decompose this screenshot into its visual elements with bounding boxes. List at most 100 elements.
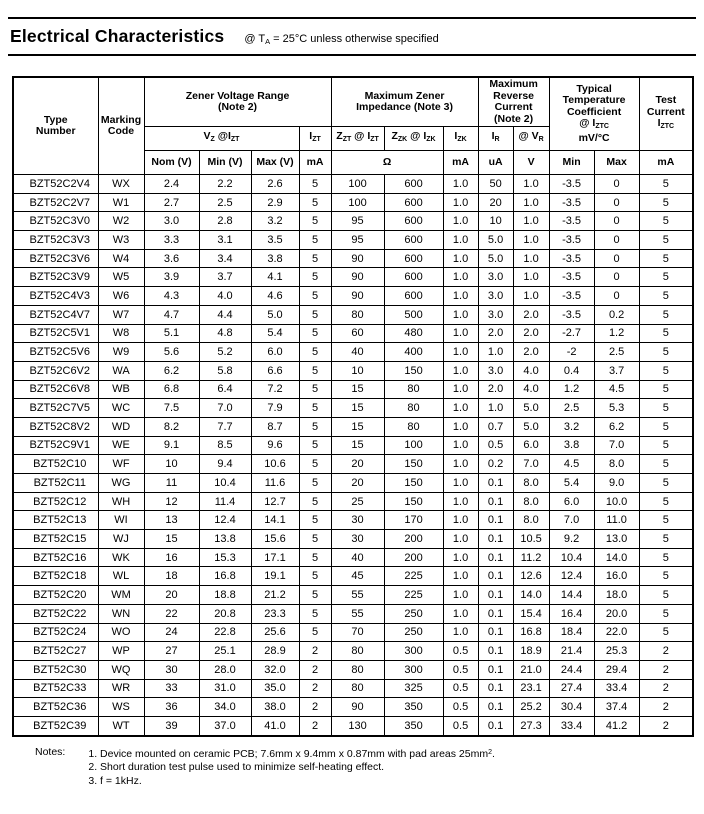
table-cell: 25.1 xyxy=(198,641,252,661)
table-cell: W2 xyxy=(97,211,145,232)
table-cell: 22.0 xyxy=(593,622,640,643)
table-cell: 10 xyxy=(143,454,200,474)
table-cell: 1.0 xyxy=(442,622,479,643)
table-cell: 3.7 xyxy=(593,360,640,381)
page-subtitle: @ TA = 25°C unless otherwise specified xyxy=(244,33,438,46)
col-header-izk: IZK xyxy=(442,126,479,151)
table-cell: 95 xyxy=(330,211,385,232)
table-cell: 2 xyxy=(298,715,332,737)
table-cell: 5 xyxy=(638,304,694,325)
cell-type-number: BZT52C27 xyxy=(12,641,99,661)
table-cell: 13.8 xyxy=(198,529,252,549)
table-cell: 0.1 xyxy=(477,473,514,493)
table-cell: 2.9 xyxy=(250,192,300,213)
table-row: BZT52C5V1 W8 5.1 4.8 5.4 5 60 480 1.0 2.0 2.0 -2.7 1… xyxy=(12,323,694,344)
table-cell: 1.0 xyxy=(442,510,479,531)
table-cell: 7.0 xyxy=(198,398,252,418)
table-cell: 1.0 xyxy=(512,286,550,306)
unit-izt-ma: mA xyxy=(298,150,332,175)
table-cell: 2.5 xyxy=(548,398,595,418)
table-cell: 500 xyxy=(383,304,444,325)
table-cell: 0.1 xyxy=(477,659,514,680)
table-row: BZT52C2V7 W1 2.7 2.5 2.9 5 100 600 1.0 20 1.0 -3.5 0… xyxy=(12,192,694,213)
table-cell: 7.0 xyxy=(512,454,550,474)
table-cell: 21.0 xyxy=(512,659,550,680)
table-row: BZT52C3V3 W3 3.3 3.1 3.5 5 95 600 1.0 5.0 1.0 -3.5 0… xyxy=(12,230,694,250)
title-bottom-rule xyxy=(8,54,696,56)
table-cell: 1.0 xyxy=(512,211,550,232)
table-cell: 5 xyxy=(298,211,332,232)
table-cell: 90 xyxy=(330,267,385,288)
table-cell: 0 xyxy=(593,230,640,250)
table-row: BZT52C5V6 W9 5.6 5.2 6.0 5 40 400 1.0 1.0 2.0 -2 2.5… xyxy=(12,342,694,362)
table-cell: 8.7 xyxy=(250,416,300,437)
table-cell: WP xyxy=(97,641,145,661)
cell-type-number: BZT52C13 xyxy=(12,510,99,531)
table-row: BZT52C12 WH 12 11.4 12.7 5 25 150 1.0 0.1 8.0 6.0 10… xyxy=(12,491,694,512)
cell-type-number: BZT52C33 xyxy=(12,678,99,699)
table-cell: 2.0 xyxy=(512,342,550,362)
table-cell: 5 xyxy=(298,267,332,288)
table-cell: WK xyxy=(97,547,145,568)
table-cell: 1.0 xyxy=(477,398,514,418)
table-cell: 4.3 xyxy=(143,286,200,306)
table-cell: 18 xyxy=(143,566,200,587)
table-cell: 3.6 xyxy=(143,248,200,269)
table-cell: 14.0 xyxy=(512,585,550,605)
table-cell: WA xyxy=(97,360,145,381)
table-cell: 15.6 xyxy=(250,529,300,549)
electrical-characteristics-table: Type Number Marking Code Zener Voltage R… xyxy=(12,76,695,737)
table-cell: 600 xyxy=(383,192,444,213)
unit-tc-min: Min xyxy=(548,150,595,175)
table-cell: 5 xyxy=(298,342,332,362)
table-row: BZT52C39 WT 39 37.0 41.0 2 130 350 0.5 0.1 27.3 33.… xyxy=(12,715,694,737)
table-cell: 20.0 xyxy=(593,603,640,624)
table-cell: 6.6 xyxy=(250,360,300,381)
table-cell: 5.2 xyxy=(198,342,252,362)
cell-type-number: BZT52C24 xyxy=(12,622,99,643)
table-cell: 5 xyxy=(298,174,332,194)
table-cell: 5 xyxy=(298,529,332,549)
table-cell: 80 xyxy=(330,659,385,680)
table-cell: 90 xyxy=(330,286,385,306)
table-cell: 90 xyxy=(330,248,385,269)
table-cell: 5 xyxy=(298,473,332,493)
table-cell: 400 xyxy=(383,342,444,362)
table-cell: 1.0 xyxy=(442,174,479,194)
table-cell: 0.2 xyxy=(477,454,514,474)
table-cell: 95 xyxy=(330,230,385,250)
table-row: BZT52C13 WI 13 12.4 14.1 5 30 170 1.0 0.1 8.0 7.0 11… xyxy=(12,510,694,531)
table-cell: W5 xyxy=(97,267,145,288)
table-cell: 32.0 xyxy=(250,659,300,680)
table-cell: 1.0 xyxy=(442,192,479,213)
cell-type-number: BZT52C9V1 xyxy=(12,435,99,456)
table-cell: 0.1 xyxy=(477,678,514,699)
table-cell: 5 xyxy=(298,435,332,456)
table-cell: 2 xyxy=(298,697,332,717)
table-cell: 480 xyxy=(383,323,444,344)
table-cell: 4.1 xyxy=(250,267,300,288)
notes-section: Notes: 1. Device mounted on ceramic PCB;… xyxy=(0,737,704,789)
table-cell: 22 xyxy=(143,603,200,624)
table-cell: 11.2 xyxy=(512,547,550,568)
table-cell: 40 xyxy=(330,342,385,362)
table-cell: 6.0 xyxy=(548,491,595,512)
subtitle-text: @ T xyxy=(244,33,266,45)
notes-label: Notes: xyxy=(35,745,66,758)
table-cell: WB xyxy=(97,379,145,400)
unit-ir-ua: uA xyxy=(477,150,514,175)
table-cell: 2.5 xyxy=(198,192,252,213)
table-cell: 15 xyxy=(330,435,385,456)
table-cell: 6.2 xyxy=(593,416,640,437)
table-cell: 5 xyxy=(638,547,694,568)
cell-type-number: BZT52C20 xyxy=(12,585,99,605)
table-cell: 60 xyxy=(330,323,385,344)
table-cell: 33.4 xyxy=(593,678,640,699)
col-header-izt: IZT xyxy=(298,126,332,151)
table-cell: 15 xyxy=(330,379,385,400)
table-cell: 28.0 xyxy=(198,659,252,680)
table-cell: 1.0 xyxy=(442,491,479,512)
table-cell: 55 xyxy=(330,603,385,624)
cell-type-number: BZT52C3V9 xyxy=(12,267,99,288)
table-row: BZT52C10 WF 10 9.4 10.6 5 20 150 1.0 0.2 7.0 4.5 8.0… xyxy=(12,454,694,474)
